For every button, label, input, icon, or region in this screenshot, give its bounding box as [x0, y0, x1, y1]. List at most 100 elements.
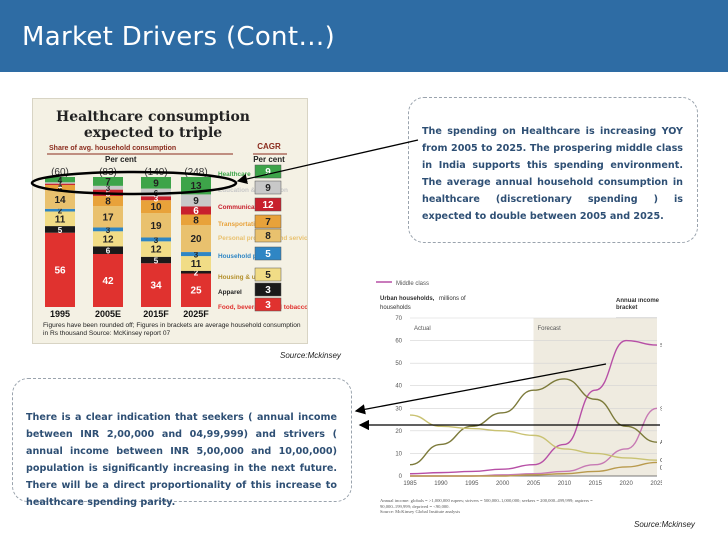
hh-x-tick-label: 1995: [465, 481, 479, 487]
hc-legend-label: Education & recreation: [218, 187, 288, 194]
hc-cagr-value: 7: [265, 217, 271, 228]
hh-series-label: Seekers: [660, 343, 662, 349]
hc-bar-segment: [181, 206, 211, 215]
hc-bracket-total: (248): [184, 167, 207, 178]
hh-legend-label: Middle class: [396, 281, 429, 287]
hh-x-tick-label: 2015: [589, 481, 603, 487]
hc-year-label: 2025F: [183, 309, 209, 319]
hc-bar-segment: [141, 241, 171, 257]
hc-footnote: Figures have been rounded off; Figures i…: [43, 322, 301, 337]
hc-bar-value: 17: [102, 212, 114, 223]
seekers-strivers-text: There is a clear indication that seekers…: [26, 412, 337, 508]
hc-bar-segment: [141, 196, 171, 201]
hc-bar-segment: [93, 253, 123, 307]
slide-title: Market Drivers (Cont…): [22, 22, 336, 52]
hc-bar-value: 2: [58, 207, 63, 216]
hh-right-label: Annual income bracket: [616, 298, 660, 311]
hh-y-tick-label: 0: [399, 474, 403, 480]
hh-series-label: Deprived: [660, 465, 662, 471]
hc-bar-value: 34: [150, 281, 162, 292]
hc-bar-segment: [93, 195, 123, 207]
hc-bar-value: 11: [55, 214, 66, 225]
hh-region-actual: Actual: [414, 326, 431, 332]
hc-title-line-1: Healthcare consumption: [56, 109, 250, 125]
hc-bar-value: 11: [191, 259, 202, 270]
hc-bar-segment: [181, 214, 211, 226]
healthcare-consumption-chart: Healthcare consumption expected to tripl…: [32, 98, 308, 344]
hc-title-line-2: expected to triple: [84, 125, 222, 141]
hh-x-tick-labels: 1985 1990 1995 2000 2005 2010 2015 2020 2025: [403, 481, 664, 487]
hh-series-label: Strivers: [660, 406, 662, 412]
hc-bar-value: 8: [193, 215, 199, 226]
hc-bar-segment: [45, 208, 75, 212]
hc-bar-segment: [45, 211, 75, 227]
hh-y-tick-label: 10: [395, 451, 402, 457]
hc-cagr-boxes: 9 9 12 7 8 5 5 3 3: [254, 164, 282, 312]
hc-legend-label: Communication: [218, 204, 266, 211]
hh-y-tick-label: 30: [395, 406, 402, 412]
hc-bar-value: 42: [102, 276, 114, 287]
hh-series-line-seekers: [409, 339, 658, 475]
hc-bar-value: 6: [154, 189, 159, 198]
hc-year-label: 2015F: [143, 309, 169, 319]
healthcare-spending-callout: The spending on Healthcare is increasing…: [408, 97, 698, 243]
hh-region-labels: Actual Forecast: [414, 326, 561, 332]
hc-percent-label: Per cent: [105, 155, 137, 164]
hh-x-tick-label: 2010: [558, 481, 572, 487]
hc-bar-value: 5: [154, 257, 159, 266]
hc-cagr-percent-label: Per cent: [253, 155, 285, 164]
hc-bar-value: 4: [58, 176, 63, 185]
hc-year-label: 2005E: [95, 309, 121, 319]
hc-bar-segment: [45, 232, 75, 307]
hc-cagr-value: 3: [265, 285, 271, 296]
hc-legend-label: Housing & utilities: [218, 274, 275, 281]
hc-bar-value: 25: [190, 286, 202, 297]
hh-title-suffix: millions of: [439, 296, 466, 302]
hh-series-lines: [409, 339, 658, 477]
hc-bar-value: 10: [150, 202, 162, 213]
hc-cagr-value: 8: [265, 231, 271, 242]
hc-cagr-box: [254, 228, 282, 243]
hc-cagr-box: [254, 197, 282, 212]
hc-bar-value: 9: [153, 178, 159, 189]
hh-x-tick-label: 2025: [650, 481, 662, 487]
hc-cagr-value: 5: [265, 249, 271, 260]
hc-cagr-box: [254, 214, 282, 229]
hc-legend-label: Healthcare: [218, 171, 251, 178]
hh-x-tick-label: 2005: [527, 481, 541, 487]
hc-bar-value: 5: [58, 226, 63, 235]
hc-bar-segment: [181, 225, 211, 253]
hh-y-tick-label: 50: [395, 361, 402, 367]
hc-bar-segment: [141, 256, 171, 264]
healthcare-chart-svg: Healthcare consumption expected to tripl…: [43, 109, 307, 337]
hc-bar-value: 3: [106, 226, 111, 235]
hc-year-label: 1995: [50, 309, 70, 319]
left-chart-source: Source:Mckinsey: [280, 351, 341, 360]
hh-x-tick-label: 1985: [403, 481, 417, 487]
hh-y-tick-label: 20: [395, 429, 402, 435]
hc-cagr-value: 3: [265, 300, 271, 311]
hh-y-tick-label: 70: [395, 316, 402, 322]
hh-series-label: Globals: [660, 458, 662, 464]
hc-bar-value: 3: [154, 195, 159, 204]
hc-bar-value: 20: [190, 234, 202, 245]
hc-bar-segment: [93, 231, 123, 247]
hc-bar-segment: [141, 213, 171, 238]
hc-bar-segment: [181, 252, 211, 257]
hc-bar-segment: [181, 194, 211, 207]
hc-cagr-value: 9: [265, 183, 271, 194]
hc-cagr-value: 9: [265, 167, 271, 178]
hc-bar-value: 12: [150, 245, 162, 256]
hc-bar-value: 2: [194, 269, 199, 278]
hc-bar-segment: [141, 200, 171, 214]
hh-x-tick-label: 1990: [434, 481, 448, 487]
urban-households-chart: Middle class Urban households, millions …: [372, 254, 682, 530]
hc-bar-value: 3: [194, 251, 199, 260]
hh-x-tick-label: 2000: [496, 481, 510, 487]
hc-year-labels: 1995 2005E 2015F 2025F: [50, 309, 209, 319]
right-chart-source: Source:Mckinsey: [634, 520, 695, 529]
hc-bar-value: 14: [54, 195, 66, 206]
hh-footnote-1: Annual income: globals = >1,000,000 rupe…: [380, 498, 593, 509]
hc-bar-value: 6: [193, 206, 199, 217]
hh-x-tick-label: 2020: [619, 481, 633, 487]
